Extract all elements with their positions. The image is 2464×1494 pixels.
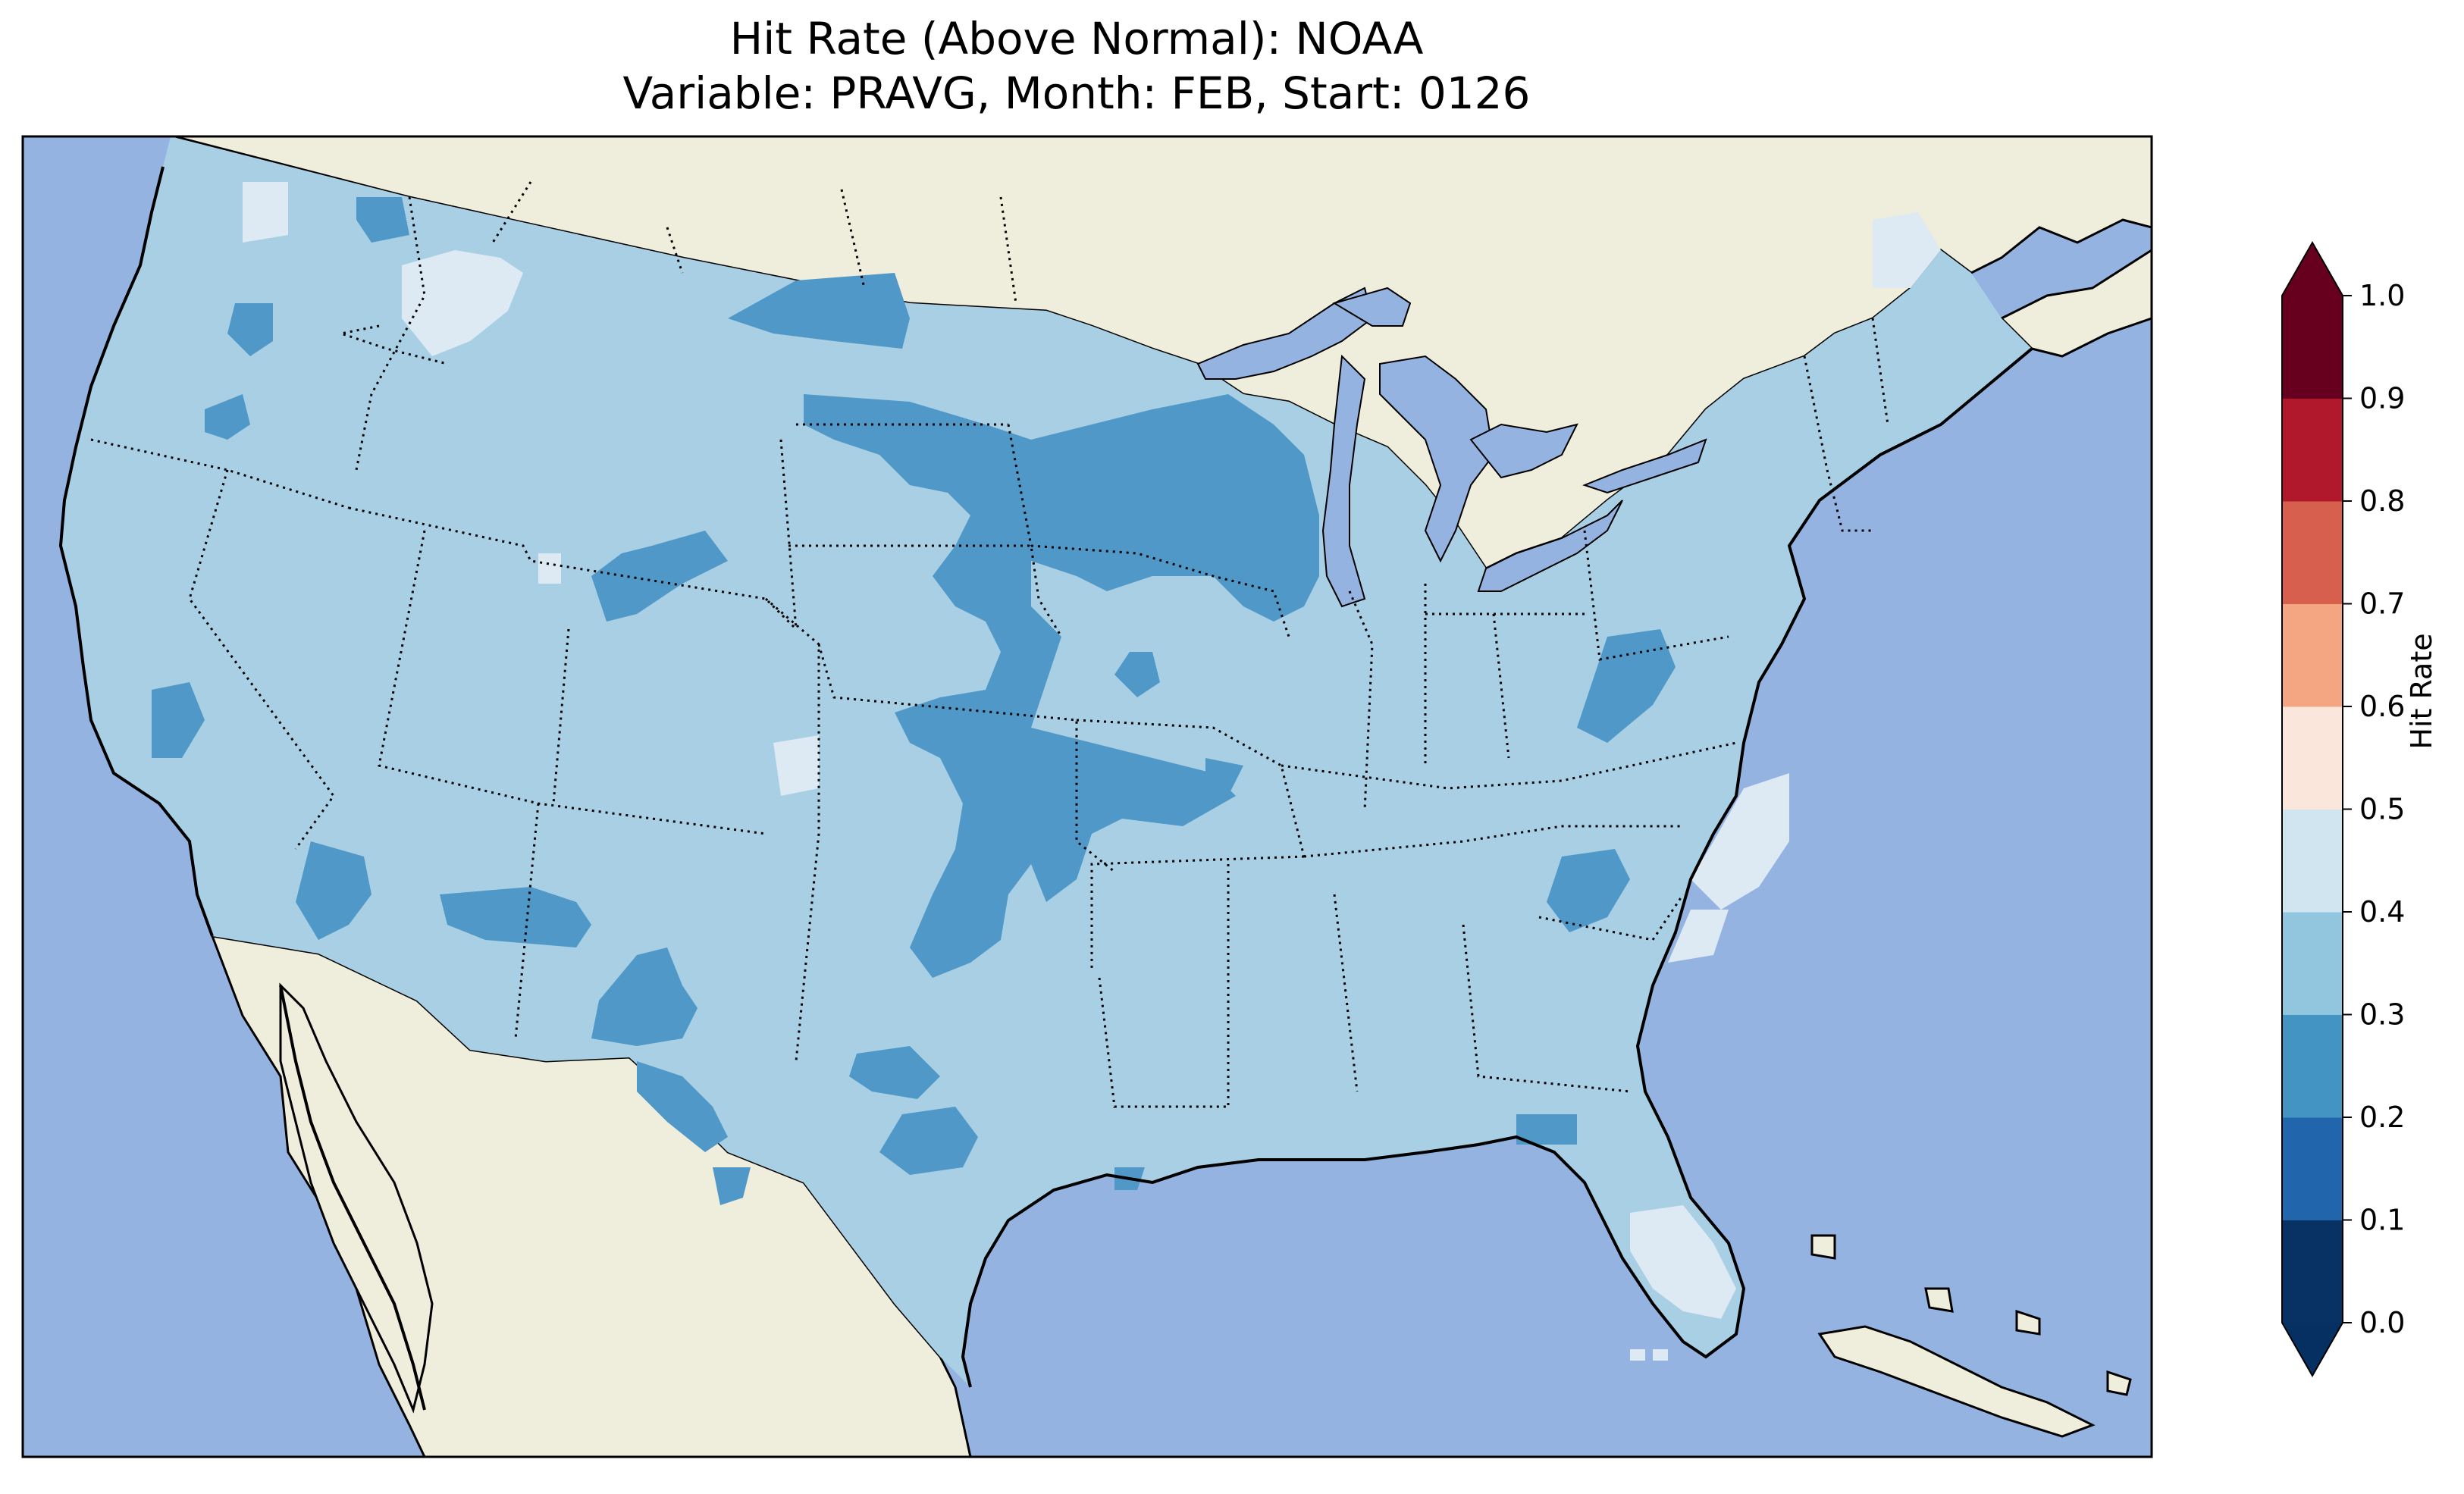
colorbar-tick-label: 1.0 bbox=[2359, 279, 2405, 312]
colorbar-bin bbox=[2282, 912, 2343, 1015]
colorbar-tick-label: 0.4 bbox=[2359, 895, 2405, 929]
map-panel bbox=[23, 136, 2152, 1457]
map-title: Hit Rate (Above Normal): NOAA bbox=[729, 13, 1424, 64]
colorbar-label: Hit Rate bbox=[2405, 633, 2438, 750]
high-hit-rate-patches bbox=[243, 182, 1941, 1361]
colorbar-tick-label: 0.9 bbox=[2359, 382, 2405, 415]
great-lakes bbox=[1196, 287, 1707, 608]
colorbar-tick-label: 0.1 bbox=[2359, 1204, 2405, 1237]
colorbar-bin bbox=[2282, 603, 2343, 707]
map-subtitle: Variable: PRAVG, Month: FEB, Start: 0126 bbox=[622, 67, 1531, 119]
colorbar-bin bbox=[2282, 1014, 2343, 1118]
colorbar-tick-label: 0.6 bbox=[2359, 690, 2405, 723]
coastlines bbox=[58, 166, 2033, 1411]
colorbar-tick-label: 0.3 bbox=[2359, 998, 2405, 1032]
colorbar-bin bbox=[2282, 398, 2343, 502]
colorbar-bin bbox=[2282, 706, 2343, 810]
maritimes-land bbox=[1999, 249, 2152, 358]
colorbar-bin bbox=[2282, 809, 2343, 913]
colorbar-bin bbox=[2282, 1117, 2343, 1220]
colorbar-under-extend bbox=[2282, 1323, 2343, 1376]
islands-land bbox=[1810, 1234, 2132, 1396]
map-frame bbox=[21, 135, 2153, 1458]
colorbar: 0.0 0.1 0.2 0.3 0.4 0.5 0.6 0.7 0.8 0.9 1.0 bbox=[2281, 240, 2405, 1378]
colorbar-bin bbox=[2282, 501, 2343, 604]
colorbar-tick-label: 0.7 bbox=[2359, 587, 2405, 621]
colorbar-tick-label: 0.8 bbox=[2359, 484, 2405, 518]
colorbar-tick-label: 0.0 bbox=[2359, 1306, 2405, 1339]
colorbar-tick-label: 0.2 bbox=[2359, 1101, 2405, 1134]
low-hit-rate-patches bbox=[152, 197, 1676, 1205]
cuba-land bbox=[1817, 1325, 2096, 1438]
colorbar-bin bbox=[2282, 1220, 2343, 1323]
colorbar-tick-label: 0.5 bbox=[2359, 793, 2405, 826]
colorbar-over-extend bbox=[2282, 243, 2343, 296]
colorbar-bin bbox=[2282, 296, 2343, 399]
